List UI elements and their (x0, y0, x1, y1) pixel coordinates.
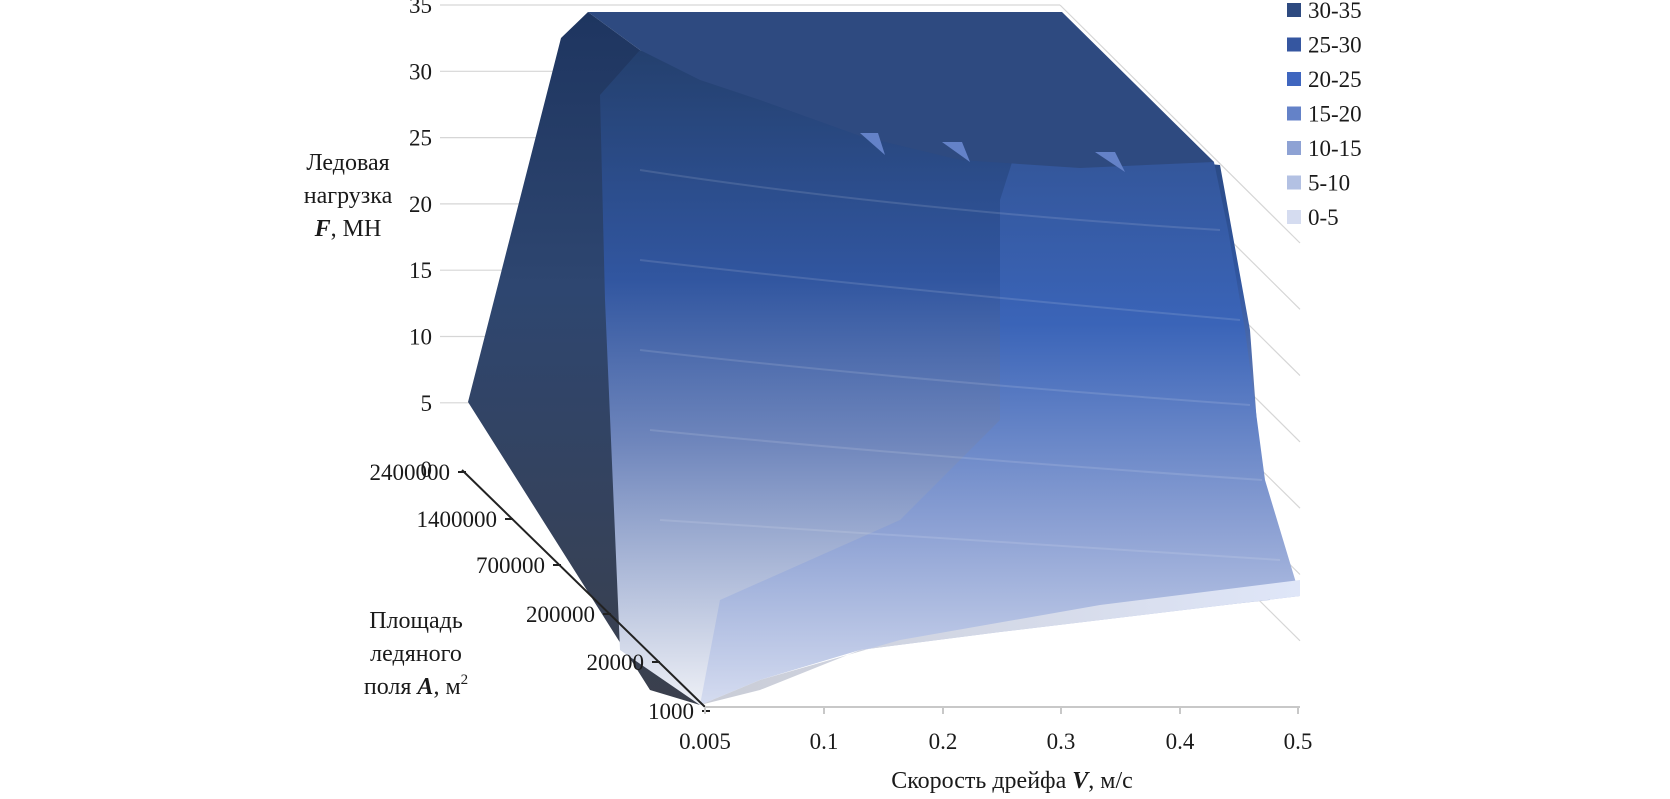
legend-swatch (1287, 37, 1301, 52)
ridge-highlights (860, 133, 1125, 172)
y-tick-label: 1000 (648, 699, 694, 724)
x-tick-label: 0.3 (1047, 729, 1076, 754)
z-tick-label: 25 (409, 126, 432, 151)
z-tick-label: 20 (409, 192, 432, 217)
y-tick-label: 200000 (526, 602, 595, 627)
surface-left-face (468, 12, 700, 705)
surface-right-face (700, 12, 1300, 705)
z-axis-title-line1: Ледовая (306, 150, 389, 176)
z-tick-label: 5 (421, 391, 433, 416)
y-axis-title-line2: ледяного (370, 641, 462, 667)
y-tick-label: 700000 (476, 553, 545, 578)
y-axis-line (461, 469, 706, 708)
x-tick-label: 0.5 (1284, 729, 1313, 754)
surface-top-face (588, 12, 1214, 168)
legend-swatch (1287, 210, 1301, 224)
y-axis-title-line3: поля A, м2 (364, 672, 468, 700)
legend-label: 30-35 (1308, 0, 1362, 23)
legend-label: 25-30 (1308, 33, 1362, 58)
legend: 30-35 25-30 20-25 15-20 10-15 5-10 0-5 (1287, 0, 1362, 230)
legend-label: 15-20 (1308, 102, 1362, 127)
legend-swatch (1287, 72, 1301, 86)
x-tick-label: 0.1 (810, 729, 839, 754)
x-tick-label: 0.005 (679, 729, 731, 754)
contour-lines (639, 169, 1281, 561)
legend-label: 10-15 (1308, 136, 1362, 161)
legend-swatch (1287, 175, 1301, 190)
z-axis-title-line3: F, МН (314, 216, 382, 242)
legend-label: 20-25 (1308, 67, 1362, 92)
z-axis-title-line2: нагрузка (304, 183, 393, 209)
y-tick-label: 1400000 (417, 507, 498, 532)
legend-swatch (1287, 141, 1301, 155)
legend-label: 0-5 (1308, 205, 1339, 230)
legend-swatch (1287, 3, 1301, 17)
legend-label: 5-10 (1308, 171, 1350, 196)
z-tick-label: 35 (409, 0, 432, 18)
y-tick-label: 2400000 (370, 460, 451, 485)
x-axis-title: Скорость дрейфа V, м/с (891, 768, 1133, 794)
y-axis-title-line1: Площадь (369, 608, 463, 634)
z-tick-label: 0 (421, 457, 433, 482)
x-tick-label: 0.2 (929, 729, 958, 754)
surface-plot (468, 12, 1300, 705)
side-gridline (1059, 4, 1301, 244)
z-tick-label: 30 (409, 59, 432, 84)
z-tick-label: 15 (409, 258, 432, 283)
surface-bottom-band (700, 580, 1300, 705)
y-tick-label: 20000 (587, 650, 645, 675)
z-tick-label: 10 (409, 325, 432, 350)
x-tick-label: 0.4 (1166, 729, 1195, 754)
legend-swatch (1287, 106, 1301, 121)
axes: 3530252015105024000001400000700000200000… (370, 0, 1313, 754)
